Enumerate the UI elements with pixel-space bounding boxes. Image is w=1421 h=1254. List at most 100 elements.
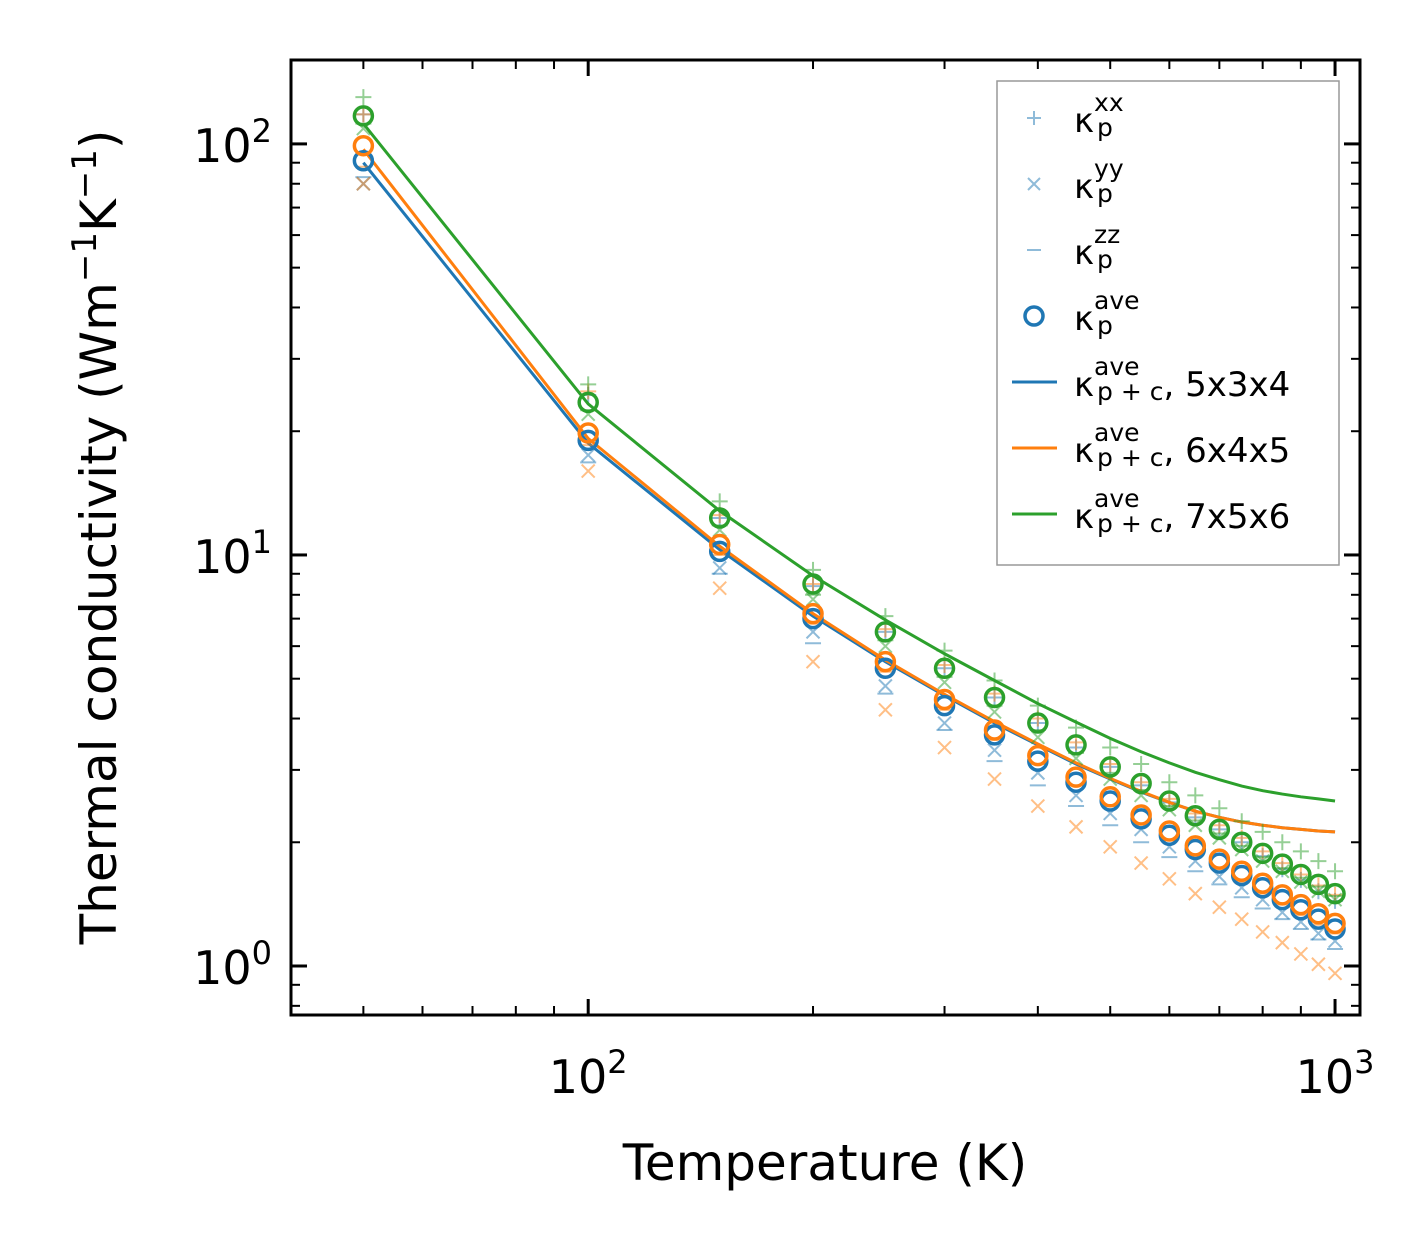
- kappa-ave-point: [1230, 831, 1253, 854]
- kappa-yy-point: [1188, 886, 1203, 901]
- y-tick-label-base: 10: [193, 530, 252, 584]
- kappa-xx-point: [1254, 823, 1271, 840]
- y-axis-label-post: ): [70, 130, 128, 150]
- x-axis-label: Temperature (K): [622, 1134, 1027, 1192]
- legend-suffix: , 6x4x5: [1163, 431, 1290, 471]
- legend-subscript: p + c: [1097, 443, 1163, 472]
- kappa-ave-point: [1099, 756, 1121, 778]
- legend-cross-marker: [1027, 177, 1041, 191]
- kappa-yy-point: [712, 560, 727, 576]
- kappa-yy-point: [1275, 935, 1290, 950]
- x-tick-label-exponent: 2: [607, 1043, 627, 1081]
- legend-plus-marker: [1027, 111, 1041, 125]
- legend-kappa: κ: [1074, 431, 1094, 471]
- kappa-ave-point: [1158, 790, 1181, 812]
- legend-superscript: yy: [1094, 154, 1124, 183]
- legend-entry-label: κave p: [1074, 286, 1140, 340]
- kappa-yy-point: [356, 176, 371, 191]
- kappa-ave-point: [1307, 873, 1330, 896]
- kappa-xx-point: [1292, 866, 1309, 883]
- kappa-ave-point: [1271, 884, 1294, 906]
- kappa-yy-point: [1327, 966, 1343, 981]
- legend-subscript: p: [1097, 113, 1113, 142]
- kappa-ave-point: [708, 540, 731, 563]
- kappa-xx-point: [1187, 787, 1204, 804]
- kappa-ave-point: [802, 602, 824, 625]
- legend-entry-label: κave p + c, 5x3x4: [1074, 352, 1290, 406]
- kappa-ave-point: [1208, 818, 1231, 841]
- legend-suffix: , 7x5x6: [1163, 497, 1290, 537]
- kappa-ave-point: [1184, 835, 1207, 857]
- kappa-yy-point: [1162, 871, 1177, 886]
- legend-subscript: p: [1097, 179, 1113, 208]
- y-tick-label-base: 10: [193, 941, 252, 995]
- legend-superscript: ave: [1094, 484, 1140, 513]
- kappa-xx-point: [986, 672, 1003, 689]
- kappa-ave-point: [1065, 734, 1087, 756]
- kappa-ave-point: [1027, 712, 1049, 734]
- kappa-ave-point: [1099, 786, 1121, 808]
- kappa-yy-point: [878, 678, 893, 694]
- kappa-ave-point: [577, 422, 599, 444]
- kappa-ave-point: [352, 134, 375, 157]
- legend-subscript: p + c: [1097, 377, 1163, 406]
- legend-kappa: κ: [1074, 167, 1094, 207]
- plot-frame: [289, 58, 1362, 1017]
- kappa-xx-point: [711, 493, 728, 510]
- kappa-ave-point: [874, 657, 897, 680]
- legend-superscript: zz: [1094, 220, 1120, 249]
- kappa-yy-point: [1293, 946, 1309, 962]
- kappa-xx-point: [1292, 843, 1309, 860]
- legend-superscript: ave: [1094, 352, 1140, 381]
- kappa-ave-point: [874, 650, 897, 673]
- kappa-xx-point: [1161, 774, 1178, 791]
- legend-kappa: κ: [1074, 101, 1094, 141]
- fit-line-7x5x6: [362, 122, 1336, 803]
- kappa-yy-point: [1212, 900, 1227, 915]
- kappa-yy-point: [1311, 926, 1326, 941]
- x-tick-label-base: 10: [549, 1050, 608, 1104]
- kappa-ave-point: [1290, 893, 1312, 916]
- x-tick-label-exponent: 3: [1354, 1043, 1374, 1081]
- y-axis-label-pre: Thermal conductivity (Wm: [70, 282, 128, 945]
- kappa-ave-point: [933, 657, 956, 680]
- y-tick-label: 102: [193, 112, 272, 173]
- kappa-yy-point: [937, 740, 952, 755]
- kappa-ave-point: [1251, 842, 1274, 865]
- legend-entry-label: κyy p: [1074, 154, 1124, 208]
- kappa-xx-point: [1233, 813, 1250, 830]
- kappa-yy-point: [1030, 798, 1046, 814]
- kappa-ave-point: [1324, 882, 1346, 905]
- kappa-xx-point: [355, 89, 372, 106]
- y-axis-label-sup2: −1: [65, 149, 105, 199]
- legend-entry-label: κave p + c, 7x5x6: [1074, 484, 1290, 538]
- legend-kappa: κ: [1074, 365, 1094, 405]
- kappa-ave-point: [1230, 860, 1253, 883]
- plot-area: [352, 89, 1346, 981]
- kappa-ave-point: [874, 621, 897, 643]
- kappa-yy-point: [987, 742, 1002, 758]
- kappa-ave-point: [983, 686, 1006, 709]
- legend-subscript: p: [1097, 311, 1113, 340]
- kappa-ave-point: [1130, 804, 1152, 826]
- kappa-ave-point: [1184, 805, 1207, 827]
- kappa-yy-point: [1103, 839, 1118, 854]
- legend-entry-label: κzz p: [1074, 220, 1120, 274]
- legend-subscript: p + c: [1097, 509, 1163, 538]
- kappa-ave-point: [933, 694, 956, 717]
- legend-kappa: κ: [1074, 233, 1094, 273]
- y-tick-label-exponent: 2: [252, 112, 272, 150]
- kappa-ave-point: [577, 429, 599, 452]
- kappa-yy-point: [1275, 864, 1290, 879]
- kappa-yy-point: [712, 581, 727, 596]
- kappa-xx-point: [1133, 774, 1150, 791]
- kappa-yy-point: [987, 704, 1002, 720]
- legend-subscript: p: [1097, 245, 1113, 274]
- kappa-yy-point: [580, 463, 596, 479]
- kappa-yy-point: [987, 771, 1002, 787]
- legend-superscript: xx: [1094, 88, 1124, 117]
- kappa-ave-point: [802, 573, 824, 595]
- y-axis-label: Thermal conductivity (Wm−1K−1): [65, 130, 128, 946]
